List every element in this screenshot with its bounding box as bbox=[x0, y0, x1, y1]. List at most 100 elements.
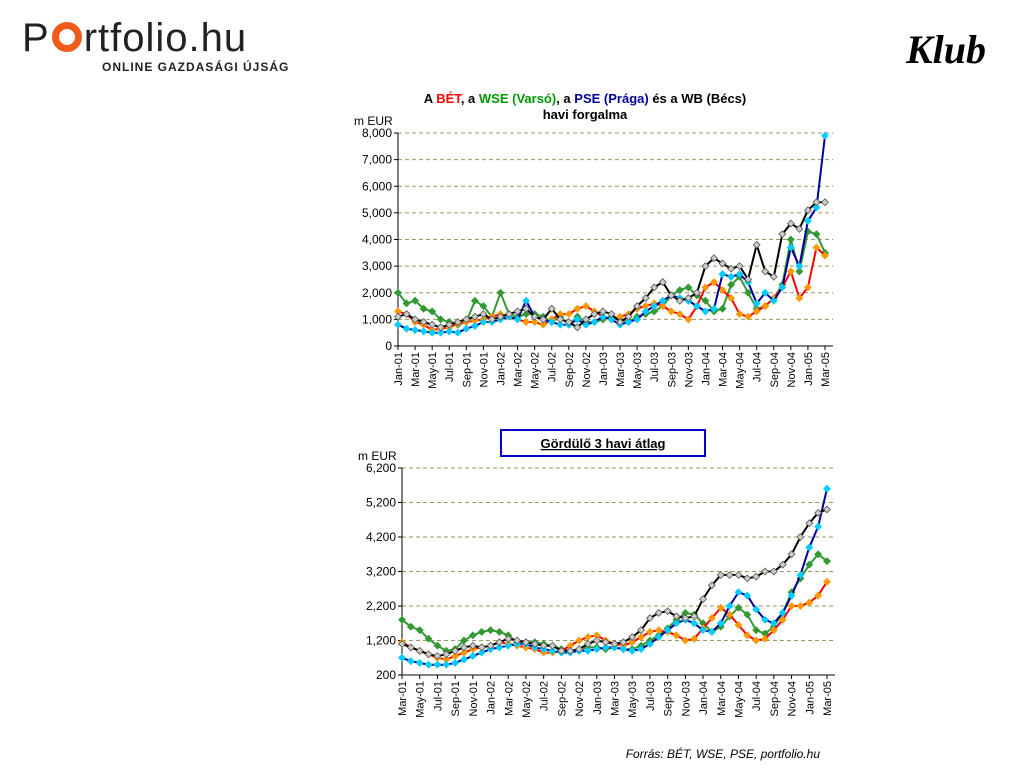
rolling-average-chart: Gördülő 3 havi átlag m EUR 200 1,200 2,200 3… bbox=[358, 429, 835, 761]
data-point-wb bbox=[581, 315, 590, 324]
data-point-wb bbox=[707, 581, 716, 590]
data-point-wb bbox=[716, 570, 725, 579]
data-point-wb bbox=[415, 646, 424, 655]
data-point-bet bbox=[752, 636, 761, 645]
data-point-pse bbox=[823, 484, 831, 493]
data-point-wse bbox=[468, 631, 477, 640]
data-point-wse bbox=[805, 560, 814, 569]
x-tick-label: Nov-03 bbox=[680, 681, 692, 716]
data-point-bet bbox=[814, 591, 823, 600]
data-point-bet bbox=[710, 278, 718, 287]
unit-label: m EUR bbox=[354, 114, 393, 128]
data-point-bet bbox=[581, 302, 590, 311]
data-point-wb bbox=[496, 312, 505, 321]
data-point-wse bbox=[650, 307, 659, 316]
data-point-wb bbox=[566, 646, 575, 655]
data-point-wse bbox=[786, 235, 795, 244]
y-tick-label: 3,000 bbox=[362, 259, 392, 273]
data-point-wb bbox=[795, 224, 804, 233]
data-point-wb bbox=[487, 315, 496, 324]
data-point-wb bbox=[607, 310, 616, 319]
data-point-wb bbox=[769, 567, 778, 576]
data-point-pse bbox=[598, 312, 607, 321]
data-point-pse bbox=[547, 318, 556, 327]
data-point-pse bbox=[761, 288, 770, 297]
data-point-wb bbox=[641, 294, 650, 303]
data-point-pse bbox=[727, 272, 736, 281]
data-point-bet bbox=[743, 631, 752, 640]
data-point-pse bbox=[795, 262, 804, 271]
data-point-wb bbox=[583, 639, 592, 648]
y-tick-label: 3,200 bbox=[366, 565, 396, 579]
data-point-pse bbox=[451, 658, 460, 667]
data-point-wse bbox=[428, 307, 437, 316]
data-point-wse bbox=[814, 550, 823, 559]
data-point-bet bbox=[786, 267, 795, 276]
data-point-pse bbox=[641, 307, 650, 316]
x-tick-label: Jan-04 bbox=[700, 352, 712, 386]
data-point-bet bbox=[795, 294, 804, 303]
series-line-pse bbox=[397, 135, 826, 334]
data-point-wb bbox=[522, 304, 531, 313]
data-point-bet bbox=[761, 302, 770, 311]
data-point-wb bbox=[633, 302, 642, 311]
data-point-wb bbox=[743, 574, 752, 583]
data-point-wb bbox=[663, 607, 672, 616]
x-tick-label: Jul-01 bbox=[444, 352, 456, 382]
x-tick-label: May-04 bbox=[733, 681, 745, 718]
chart-subtitle: havi forgalma bbox=[543, 107, 628, 122]
data-point-wse bbox=[479, 302, 488, 311]
x-tick-label: Sep-01 bbox=[461, 352, 473, 387]
y-tick-label: 1,200 bbox=[366, 634, 396, 648]
chart-title-text: Gördülő 3 havi átlag bbox=[541, 436, 666, 451]
data-point-pse bbox=[710, 304, 718, 313]
x-tick-label: Jan-04 bbox=[698, 681, 710, 715]
data-point-pse bbox=[645, 639, 654, 648]
data-point-wse bbox=[406, 622, 415, 631]
data-point-wb bbox=[735, 262, 744, 271]
x-tick-label: May-04 bbox=[735, 352, 747, 389]
data-point-wb bbox=[667, 291, 676, 300]
data-point-pse bbox=[479, 318, 488, 327]
data-point-wb bbox=[521, 638, 530, 647]
data-point-wse bbox=[701, 296, 710, 305]
data-point-wb bbox=[424, 650, 433, 659]
data-point-pse bbox=[583, 646, 592, 655]
data-point-bet bbox=[539, 320, 548, 329]
data-point-pse bbox=[436, 328, 445, 337]
data-point-wb bbox=[573, 323, 582, 332]
data-point-bet bbox=[645, 627, 654, 636]
data-point-pse bbox=[692, 302, 701, 311]
data-point-pse bbox=[513, 315, 522, 324]
data-point-wb bbox=[778, 230, 787, 239]
data-point-pse bbox=[672, 619, 681, 628]
data-point-wse bbox=[486, 626, 495, 635]
x-tick-label: Sep-03 bbox=[663, 681, 675, 716]
data-point-wb bbox=[411, 315, 420, 324]
y-tick-label: 4,000 bbox=[362, 233, 392, 247]
data-point-pse bbox=[796, 570, 805, 579]
data-point-pse bbox=[663, 626, 672, 635]
klub-label: Klub bbox=[905, 27, 986, 72]
data-point-wb bbox=[479, 310, 488, 319]
data-point-wb bbox=[547, 304, 556, 313]
data-point-wse bbox=[812, 230, 821, 239]
data-point-wb bbox=[477, 643, 486, 652]
data-point-pse bbox=[718, 270, 727, 279]
data-point-bet bbox=[761, 634, 769, 643]
data-point-pse bbox=[699, 626, 708, 635]
data-point-bet bbox=[530, 318, 539, 327]
data-point-wb bbox=[495, 638, 504, 647]
x-tick-label: Nov-04 bbox=[787, 681, 799, 716]
x-tick-label: Nov-03 bbox=[683, 352, 695, 387]
data-point-pse bbox=[716, 619, 725, 628]
data-point-wse bbox=[743, 610, 752, 619]
y-tick-label: 7,000 bbox=[362, 153, 392, 167]
data-point-pse bbox=[805, 543, 814, 552]
data-point-wb bbox=[692, 288, 701, 297]
data-point-wse bbox=[734, 603, 743, 612]
plot-area: m EUR 200 1,200 2,200 3,200 4,200 5,200 6,200 Ma… bbox=[358, 449, 835, 761]
data-point-pse bbox=[433, 660, 442, 669]
data-point-wse bbox=[402, 299, 411, 308]
